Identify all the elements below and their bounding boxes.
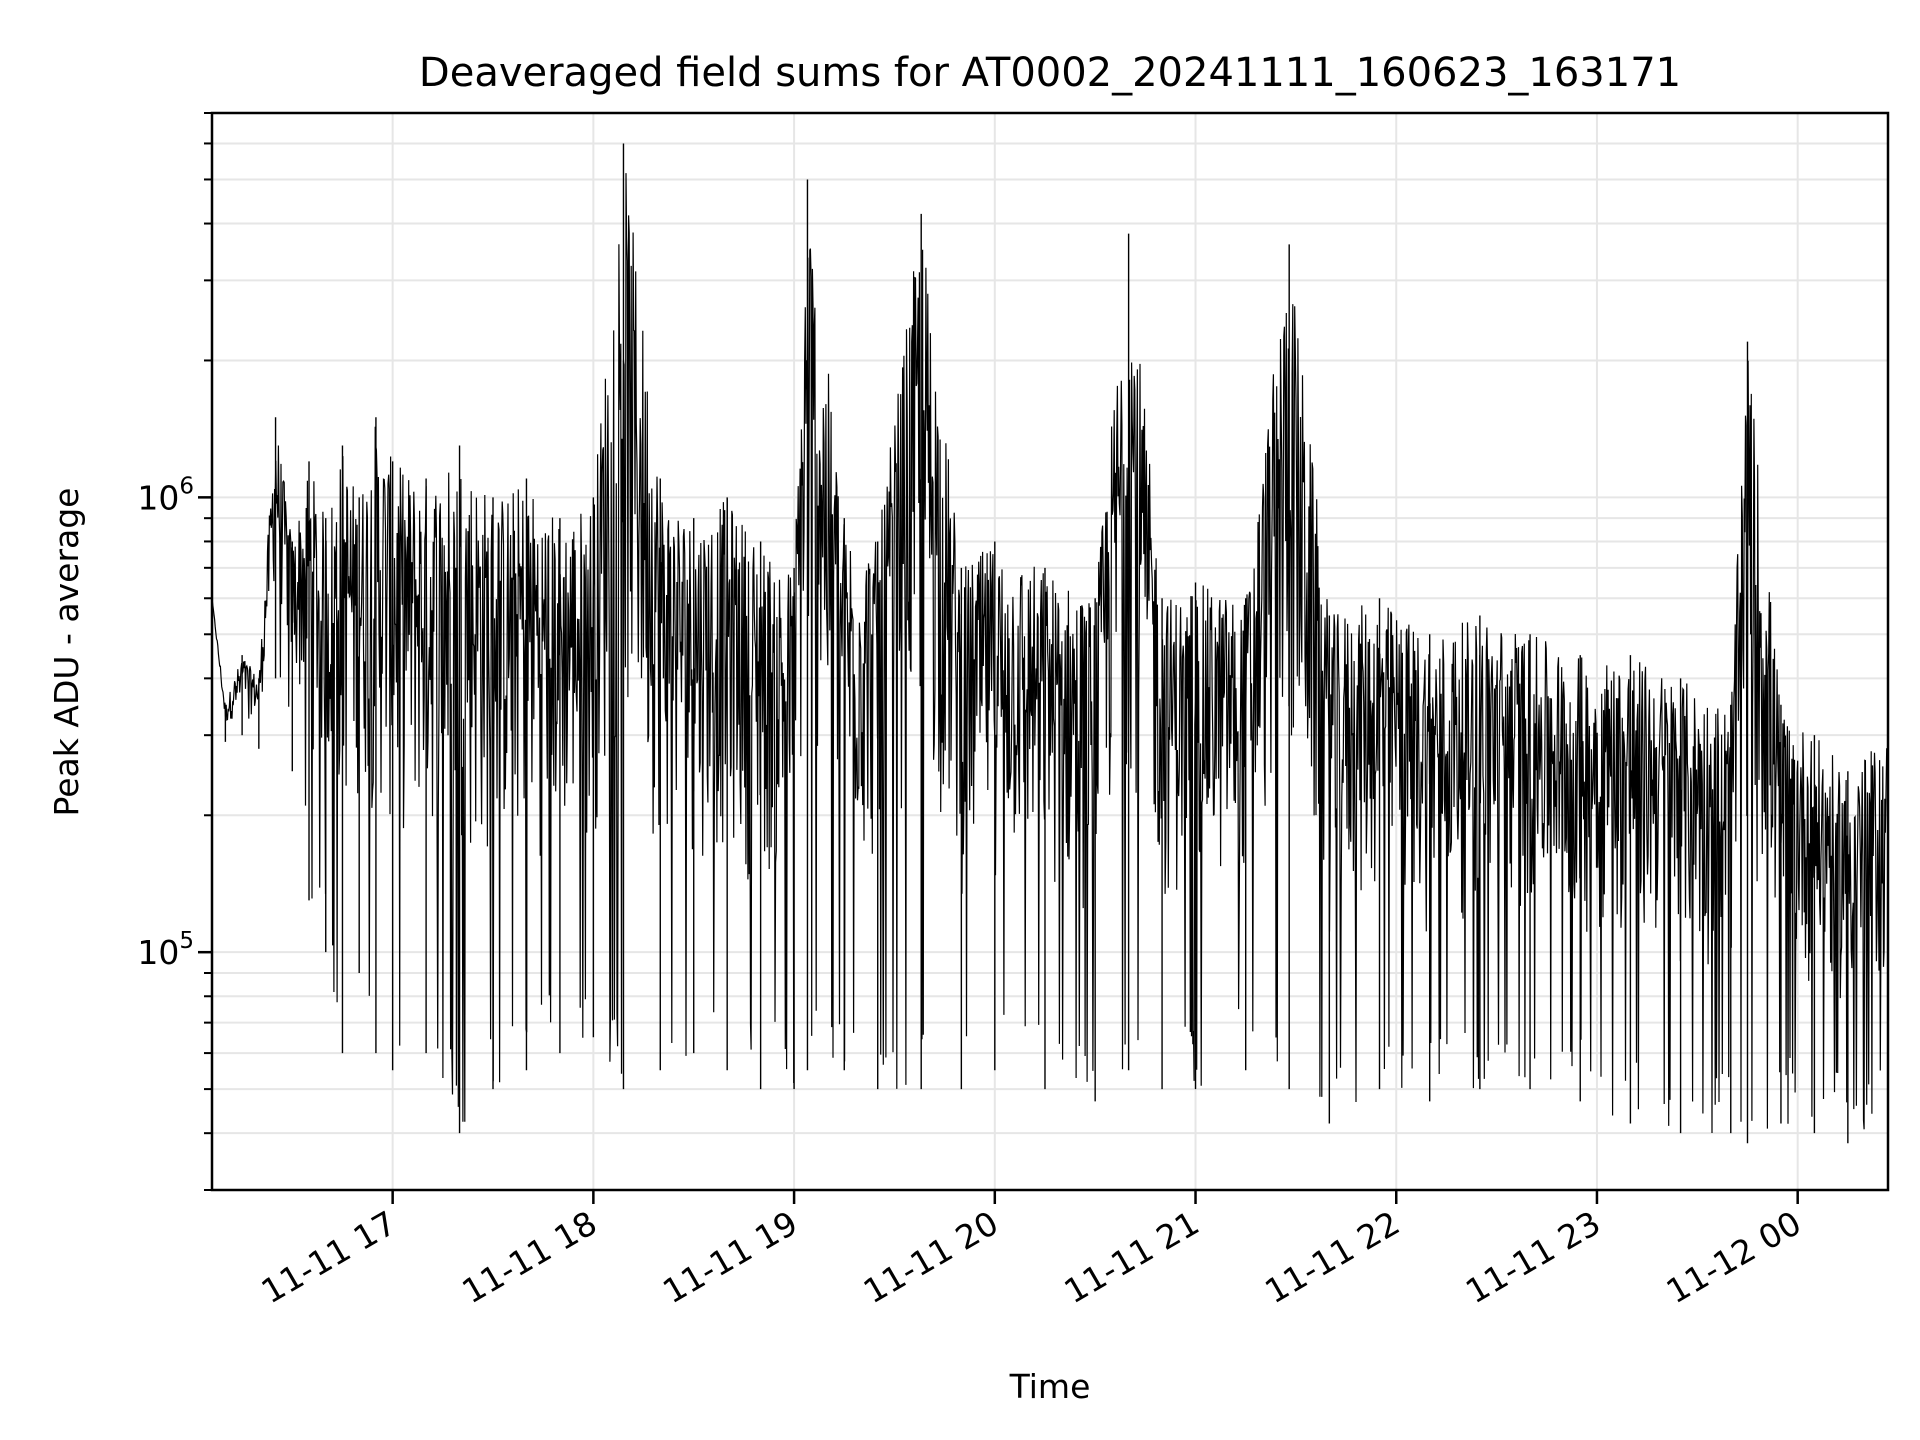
- series-line: [211, 173, 1889, 1134]
- chart-title: Deaveraged field sums for AT0002_2024111…: [419, 50, 1681, 96]
- y-tick-label: 105: [137, 928, 194, 972]
- plot-frame: [210, 111, 1890, 1192]
- x-axis-label: Time: [1009, 1367, 1091, 1406]
- y-tick-label: 106: [137, 473, 194, 517]
- y-axis-label: Peak ADU - average: [47, 488, 86, 817]
